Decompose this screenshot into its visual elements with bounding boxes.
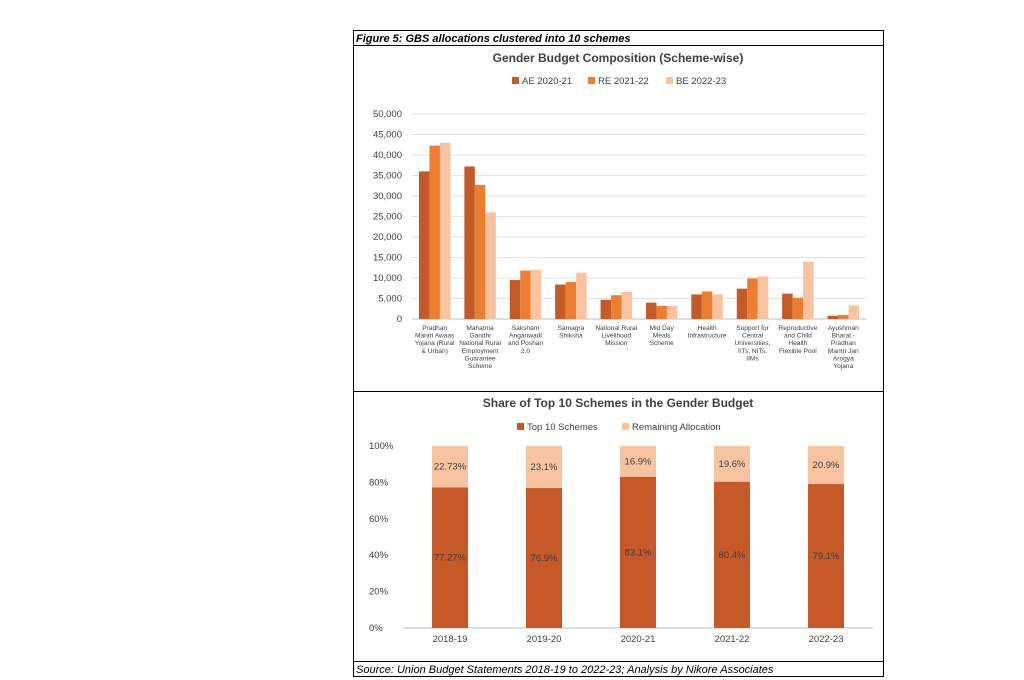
figure-frame: [353, 30, 884, 677]
figure-caption: Figure 5: GBS allocations clustered into…: [356, 33, 631, 45]
figure-source: Source: Union Budget Statements 2018-19 …: [356, 664, 774, 676]
